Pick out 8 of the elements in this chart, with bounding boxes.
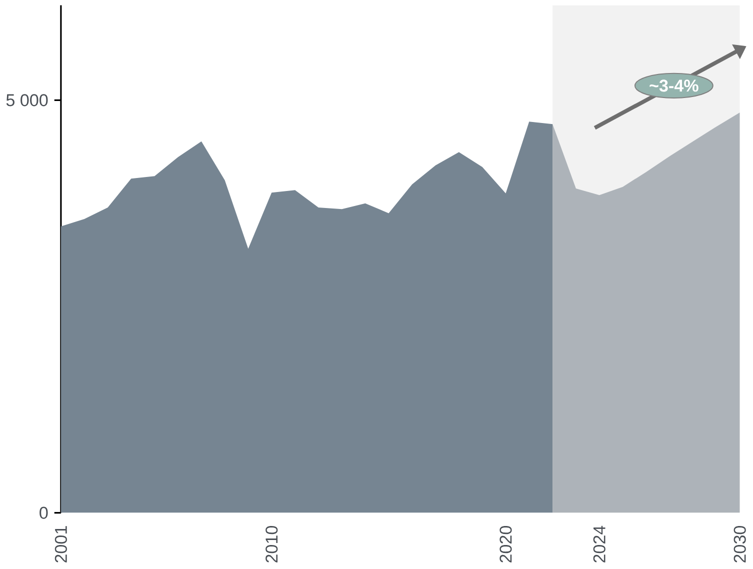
- annotation: ~3-4%: [650, 80, 698, 92]
- y-tick-label: 5 000: [6, 94, 48, 106]
- y-tick-label: 0: [40, 506, 48, 519]
- x-tick-label: 2024: [593, 526, 606, 562]
- x-tick-label: 2020: [500, 526, 512, 562]
- x-tick-label: 2030: [734, 526, 746, 562]
- x-tick-label: 2010: [266, 526, 278, 562]
- x-tick-label: 2001: [54, 526, 67, 562]
